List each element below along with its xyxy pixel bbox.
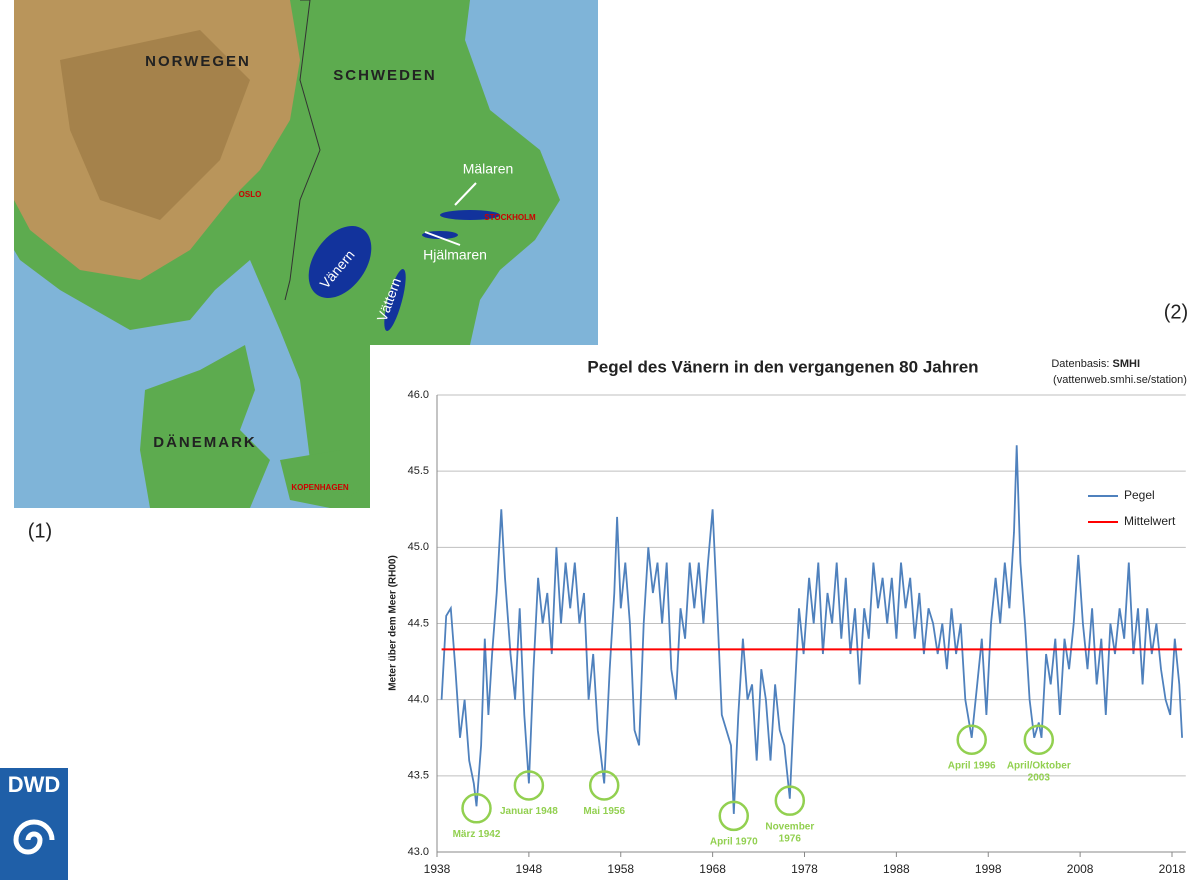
annotation-label: 2003 — [1028, 772, 1051, 783]
y-axis-label: Meter über dem Meer (RH00) — [388, 555, 399, 691]
country-label: SCHWEDEN — [333, 67, 437, 84]
y-tick-label: 43.0 — [408, 846, 429, 858]
arrow — [424, 231, 461, 246]
annotation-circle — [461, 793, 492, 824]
annotation-label: April 1970 — [710, 837, 758, 848]
annotation-label: März 1942 — [453, 829, 501, 840]
lake-vanern — [308, 225, 372, 299]
legend-label: Mittelwert — [1124, 514, 1176, 528]
logo: DWD — [0, 768, 68, 880]
y-tick-label: 44.0 — [408, 694, 429, 706]
x-tick-label: 2018 — [1159, 862, 1186, 876]
source-url: (vattenweb.smhi.se/station) — [1053, 374, 1187, 386]
logo-text: DWD — [8, 772, 61, 797]
annotation-circle — [956, 724, 987, 755]
annotation-circle — [588, 770, 620, 801]
annotation-label: April/Oktober — [1007, 760, 1071, 771]
panel-label: (2) — [1164, 301, 1188, 323]
x-tick-label: 1968 — [699, 862, 726, 876]
annotation-label: April 1996 — [948, 760, 996, 771]
x-tick-label: 1988 — [883, 862, 910, 876]
annotation-circle — [1023, 724, 1055, 755]
map: NORWEGEN SCHWEDEN DÄNEMARK Mälaren Hjälm… — [14, 0, 598, 508]
y-tick-label: 46.0 — [408, 389, 429, 401]
country-label: NORWEGEN — [145, 53, 251, 70]
annotation-label: November — [765, 821, 814, 832]
x-tick-label: 1958 — [607, 862, 634, 876]
city-label: KOPENHAGEN — [291, 483, 349, 492]
x-tick-label: 1978 — [791, 862, 818, 876]
annotation-circle — [718, 800, 750, 832]
country-label: DÄNEMARK — [153, 434, 257, 451]
annotation-circle — [774, 785, 806, 816]
annotation-circle — [513, 770, 545, 801]
source-prefix: Datenbasis: — [1051, 358, 1109, 370]
source-name: SMHI — [1113, 358, 1141, 370]
x-tick-label: 2008 — [1067, 862, 1094, 876]
annotation-label: Mai 1956 — [583, 806, 625, 817]
annotation-label: Januar 1948 — [500, 806, 558, 817]
x-tick-label: 1938 — [424, 862, 451, 876]
border — [284, 0, 321, 301]
x-tick-label: 1998 — [975, 862, 1002, 876]
chart-title: Pegel des Vänern in den vergangenen 80 J… — [587, 357, 978, 376]
arrow — [454, 182, 477, 206]
source: Datenbasis: SMHI — [1051, 358, 1140, 370]
y-tick-label: 45.5 — [408, 465, 429, 477]
city-label: OSLO — [239, 190, 262, 199]
lake-label: Hjälmaren — [423, 247, 487, 263]
lake-hjalmaren — [422, 231, 458, 239]
annotation-label: 1976 — [779, 833, 802, 844]
data-line — [440, 445, 1183, 814]
y-tick-label: 44.5 — [408, 617, 429, 629]
plot: 43.0 43.5 44.0 44.5 45.0 45.5 46.0 1938 1948 1958… — [408, 389, 1186, 876]
zealand — [280, 450, 360, 508]
lake-vattern — [384, 269, 406, 331]
logo-swirl — [13, 819, 55, 855]
lake-label: Mälaren — [463, 161, 514, 177]
y-tick-label: 43.5 — [408, 770, 429, 782]
denmark — [140, 345, 270, 508]
high-mountains — [60, 30, 250, 220]
y-tick-label: 45.0 — [408, 541, 429, 553]
legend-label: Pegel — [1124, 488, 1155, 502]
panel-label: (1) — [28, 520, 52, 542]
x-tick-label: 1948 — [516, 862, 543, 876]
city-label: STOCKHOLM — [484, 213, 536, 222]
lake-malaren — [440, 210, 500, 220]
